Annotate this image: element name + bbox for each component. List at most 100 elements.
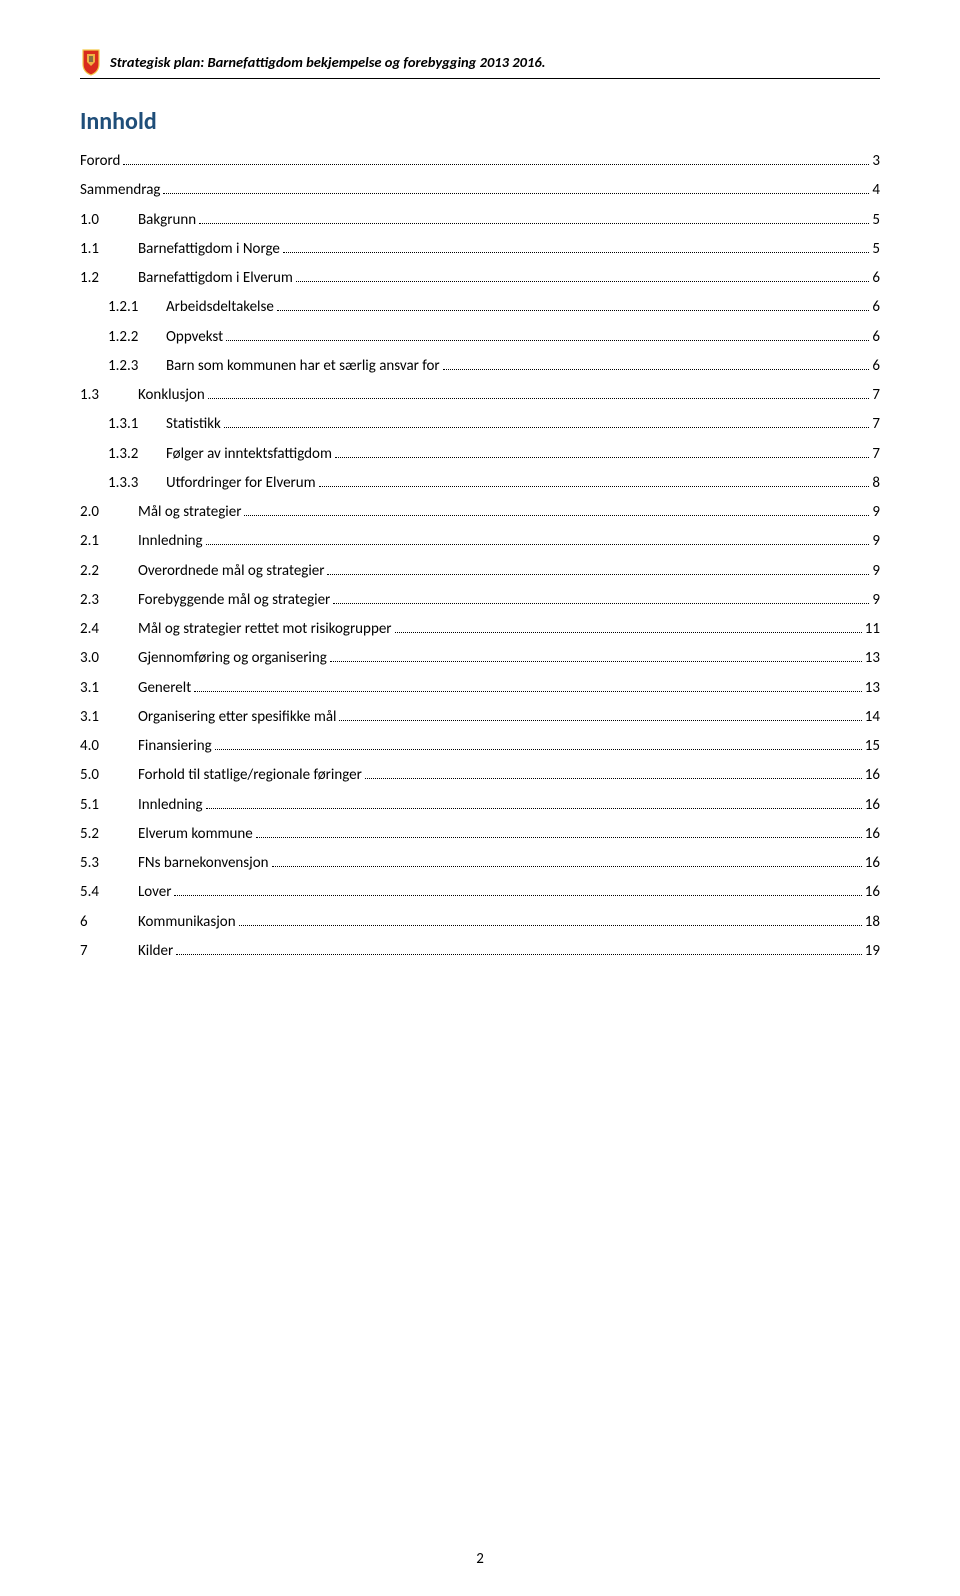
toc-entry-label: Forebyggende mål og strategier <box>138 589 330 612</box>
toc-entry-label: Utfordringer for Elverum <box>166 472 316 495</box>
toc-entry-number: 1.2 <box>80 267 138 290</box>
toc-entry-label: Oppvekst <box>166 326 223 349</box>
toc-entry[interactable]: Sammendrag 4 <box>80 179 880 202</box>
toc-entry-label: Forhold til statlige/regionale føringer <box>138 764 362 787</box>
toc-entry-page: 4 <box>872 179 880 202</box>
toc-entry-label: Mål og strategier <box>138 501 241 524</box>
toc-entry-page: 7 <box>872 443 880 466</box>
toc-entry-label: Elverum kommune <box>138 823 253 846</box>
toc-leader-dots <box>206 544 870 545</box>
toc-entry-page: 6 <box>872 267 880 290</box>
toc-entry-number: 1.3.2 <box>80 443 166 466</box>
toc-entry[interactable]: 5.4Lover 16 <box>80 881 880 904</box>
toc-entry-label: Innledning <box>138 794 203 817</box>
toc-leader-dots <box>215 749 862 750</box>
toc-entry[interactable]: 3.1Generelt 13 <box>80 677 880 700</box>
toc-entry[interactable]: 1.3.3Utfordringer for Elverum 8 <box>80 472 880 495</box>
toc-entry[interactable]: 1.0Bakgrunn 5 <box>80 209 880 232</box>
toc-entry[interactable]: 3.0Gjennomføring og organisering 13 <box>80 647 880 670</box>
toc-entry[interactable]: 2.4Mål og strategier rettet mot risikogr… <box>80 618 880 641</box>
toc-entry[interactable]: 2.2Overordnede mål og strategier 9 <box>80 560 880 583</box>
toc-entry[interactable]: 1.2Barnefattigdom i Elverum 6 <box>80 267 880 290</box>
toc-entry[interactable]: 4.0Finansiering 15 <box>80 735 880 758</box>
toc-leader-dots <box>327 574 869 575</box>
toc-entry-number: 5.0 <box>80 764 138 787</box>
toc-entry-label: Kommunikasjon <box>138 911 236 934</box>
toc-entry-page: 16 <box>865 794 880 817</box>
toc-entry[interactable]: 1.2.2Oppvekst 6 <box>80 326 880 349</box>
toc-entry-page: 13 <box>865 677 880 700</box>
toc-entry-page: 18 <box>865 911 880 934</box>
toc-entry[interactable]: 1.2.3Barn som kommunen har et særlig ans… <box>80 355 880 378</box>
toc-entry[interactable]: 5.1Innledning 16 <box>80 794 880 817</box>
toc-leader-dots <box>272 866 862 867</box>
toc-entry-page: 9 <box>872 501 880 524</box>
toc-entry-page: 16 <box>865 764 880 787</box>
toc-leader-dots <box>256 837 862 838</box>
page-number: 2 <box>0 1550 960 1568</box>
toc-entry[interactable]: 1.1Barnefattigdom i Norge 5 <box>80 238 880 261</box>
toc-entry[interactable]: 2.1Innledning 9 <box>80 530 880 553</box>
toc-entry[interactable]: 5.0Forhold til statlige/regionale føring… <box>80 764 880 787</box>
toc-entry[interactable]: 5.3FNs barnekonvensjon 16 <box>80 852 880 875</box>
toc-entry-page: 6 <box>872 326 880 349</box>
toc-leader-dots <box>330 661 862 662</box>
toc-leader-dots <box>208 398 870 399</box>
toc-entry[interactable]: 1.2.1Arbeidsdeltakelse 6 <box>80 296 880 319</box>
toc-entry-page: 9 <box>872 530 880 553</box>
toc-entry-label: Mål og strategier rettet mot risikogrupp… <box>138 618 392 641</box>
toc-entry-page: 7 <box>872 413 880 436</box>
toc-entry[interactable]: 3.1Organisering etter spesifikke mål 14 <box>80 706 880 729</box>
toc-leader-dots <box>174 895 861 896</box>
toc-entry-label: Barnefattigdom i Elverum <box>138 267 293 290</box>
toc-entry[interactable]: 2.0Mål og strategier 9 <box>80 501 880 524</box>
toc-entry-number: 1.0 <box>80 209 138 232</box>
toc-entry-page: 16 <box>865 881 880 904</box>
toc-entry-label: Statistikk <box>166 413 221 436</box>
toc-entry-number: 5.3 <box>80 852 138 875</box>
toc-leader-dots <box>365 778 862 779</box>
toc-entry-label: Finansiering <box>138 735 212 758</box>
toc-entry-number: 3.1 <box>80 677 138 700</box>
toc-entry-page: 19 <box>865 940 880 963</box>
toc-entry-label: Barnefattigdom i Norge <box>138 238 280 261</box>
toc-entry-number: 2.0 <box>80 501 138 524</box>
toc-leader-dots <box>339 720 861 721</box>
toc-entry-number: 4.0 <box>80 735 138 758</box>
toc-entry-page: 3 <box>872 150 880 173</box>
toc-entry-label: Organisering etter spesifikke mål <box>138 706 336 729</box>
toc-entry-label: Innledning <box>138 530 203 553</box>
toc-entry[interactable]: 1.3Konklusjon 7 <box>80 384 880 407</box>
toc-entry-page: 16 <box>865 852 880 875</box>
toc-entry[interactable]: 5.2Elverum kommune 16 <box>80 823 880 846</box>
toc-entry-label: Forord <box>80 150 120 173</box>
toc-entry-page: 6 <box>872 296 880 319</box>
toc-entry-label: Lover <box>138 881 171 904</box>
toc-leader-dots <box>194 691 862 692</box>
toc-entry-page: 6 <box>872 355 880 378</box>
toc-entry[interactable]: 2.3Forebyggende mål og strategier 9 <box>80 589 880 612</box>
toc-entry-label: Overordnede mål og strategier <box>138 560 324 583</box>
toc-entry[interactable]: 1.3.1Statistikk 7 <box>80 413 880 436</box>
toc-leader-dots <box>277 310 870 311</box>
toc-entry-label: Generelt <box>138 677 191 700</box>
toc-entry[interactable]: 7Kilder 19 <box>80 940 880 963</box>
toc-entry-number: 5.4 <box>80 881 138 904</box>
toc-entry-label: Kilder <box>138 940 173 963</box>
toc-entry-page: 13 <box>865 647 880 670</box>
toc-entry-number: 6 <box>80 911 138 934</box>
toc-entry-number: 3.1 <box>80 706 138 729</box>
toc-entry-label: Konklusjon <box>138 384 205 407</box>
toc-entry[interactable]: 6Kommunikasjon 18 <box>80 911 880 934</box>
table-of-contents: Forord 3 Sammendrag 4 1.0Bakgrunn 5 1.1Barn… <box>80 150 880 963</box>
toc-entry-label: Gjennomføring og organisering <box>138 647 327 670</box>
toc-leader-dots <box>296 281 870 282</box>
toc-entry-page: 9 <box>872 589 880 612</box>
toc-leader-dots <box>333 603 869 604</box>
toc-entry[interactable]: Forord 3 <box>80 150 880 173</box>
toc-entry-number: 2.1 <box>80 530 138 553</box>
toc-entry[interactable]: 1.3.2Følger av inntektsfattigdom 7 <box>80 443 880 466</box>
toc-entry-number: 7 <box>80 940 138 963</box>
toc-entry-label: Arbeidsdeltakelse <box>166 296 274 319</box>
toc-leader-dots <box>443 369 870 370</box>
